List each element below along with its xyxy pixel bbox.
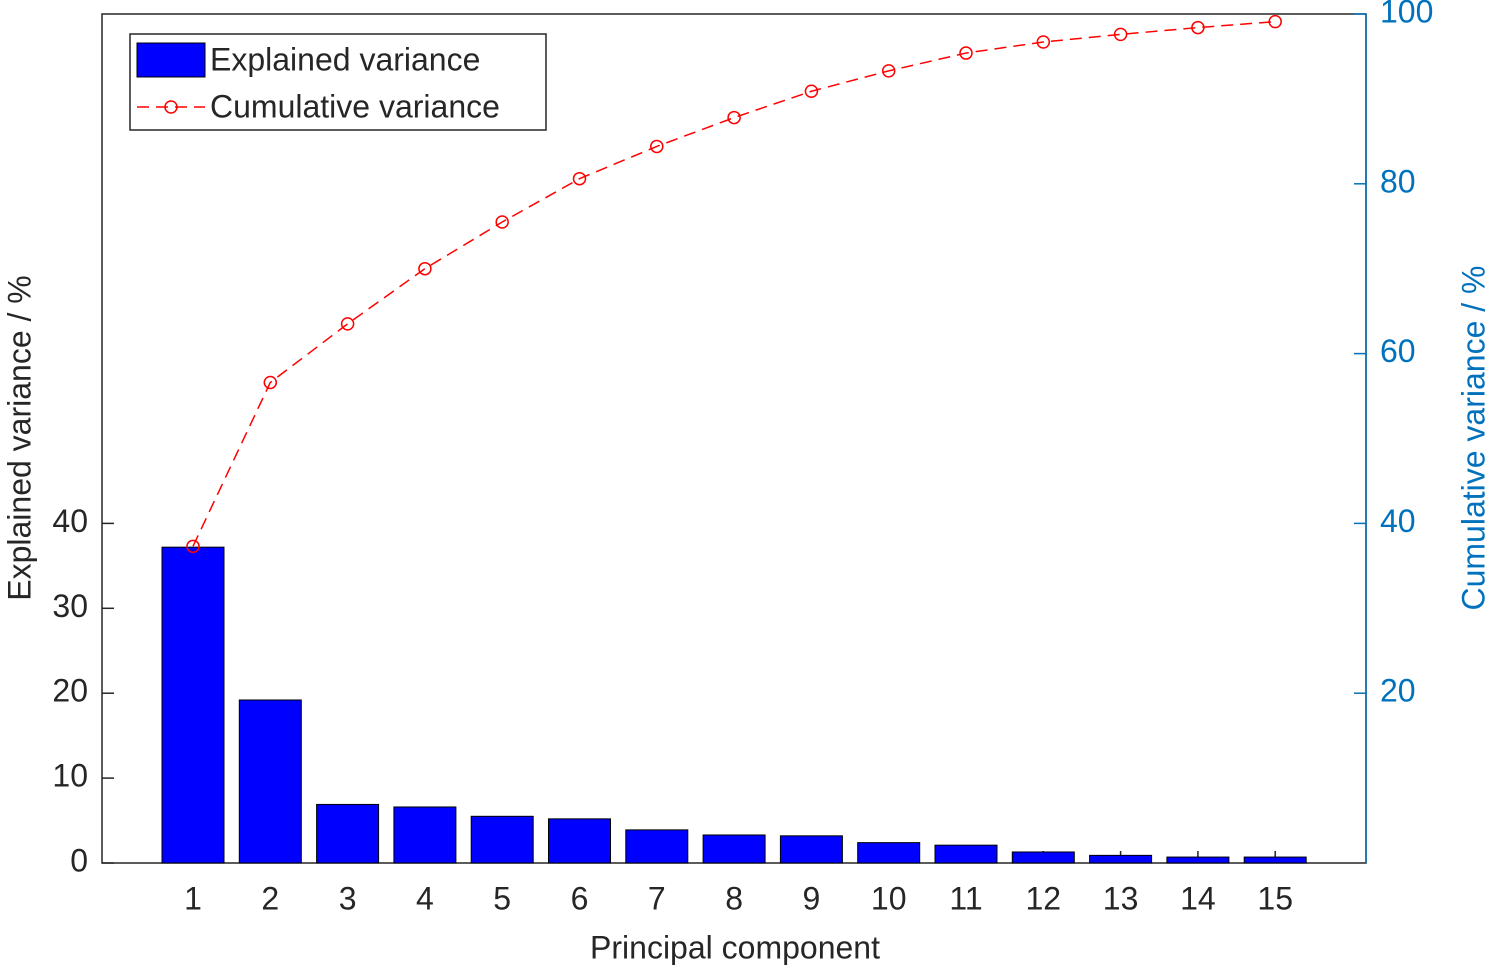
bar [161, 546, 225, 864]
y2-tick-label: 60 [1380, 333, 1416, 369]
point [727, 110, 741, 125]
legend-swatch [136, 42, 206, 78]
bar [393, 806, 457, 864]
x-tick-label: 8 [725, 880, 743, 916]
bar [779, 835, 843, 864]
x-tick-label: 14 [1180, 880, 1216, 916]
point [1191, 20, 1205, 35]
bar [548, 818, 611, 864]
bar [470, 815, 534, 864]
point [495, 215, 509, 229]
bar [625, 829, 689, 864]
bar [1089, 854, 1153, 864]
legend-label: Cumulative variance [210, 88, 500, 124]
x-tick-label: 5 [493, 880, 511, 916]
point [881, 64, 896, 78]
y-tick-label: 10 [52, 758, 88, 794]
point [959, 46, 973, 60]
x-tick-label: 11 [949, 880, 982, 916]
y-tick-label: 0 [70, 842, 88, 878]
point [1113, 27, 1128, 42]
x-tick-label: 4 [416, 880, 434, 916]
x-axis-label: Principal component [590, 929, 880, 965]
legend-marker [164, 100, 178, 114]
y2-tick-label: 40 [1380, 503, 1416, 539]
point [804, 84, 819, 99]
bar [934, 844, 998, 864]
y2-tick-label: 80 [1380, 163, 1416, 199]
x-tick-label: 9 [803, 880, 821, 916]
bar [1243, 856, 1307, 864]
point [263, 375, 278, 390]
bar [857, 842, 921, 864]
y-tick-label: 40 [52, 503, 88, 539]
x-tick-label: 12 [1026, 880, 1062, 916]
x-tick-label: 10 [871, 880, 907, 916]
y-tick-label: 30 [52, 588, 88, 624]
point [186, 539, 200, 554]
bar [316, 803, 380, 864]
x-tick-label: 7 [648, 880, 666, 916]
point [340, 317, 355, 331]
x-tick-label: 1 [184, 880, 202, 916]
point [1268, 14, 1282, 29]
y-axis-label: Explained variance / % [1, 275, 37, 601]
x-tick-label: 3 [339, 880, 357, 916]
x-tick-label: 15 [1257, 880, 1293, 916]
y2-axis-label: Cumulative variance / % [1455, 265, 1491, 610]
x-tick-label: 6 [571, 880, 589, 916]
y-tick-label: 20 [52, 673, 88, 709]
y2-tick-label: 20 [1380, 673, 1416, 709]
point [572, 171, 587, 186]
bar [1011, 851, 1075, 864]
point [650, 139, 664, 154]
bar [702, 834, 766, 864]
y2-tick-label: 100 [1380, 0, 1433, 29]
x-tick-label: 2 [261, 880, 279, 916]
bar [238, 699, 302, 864]
bar [1166, 856, 1230, 864]
point [1036, 35, 1051, 49]
point [418, 261, 432, 276]
line [192, 20, 1276, 547]
x-tick-label: 13 [1103, 880, 1139, 916]
legend-label: Explained variance [210, 41, 480, 77]
